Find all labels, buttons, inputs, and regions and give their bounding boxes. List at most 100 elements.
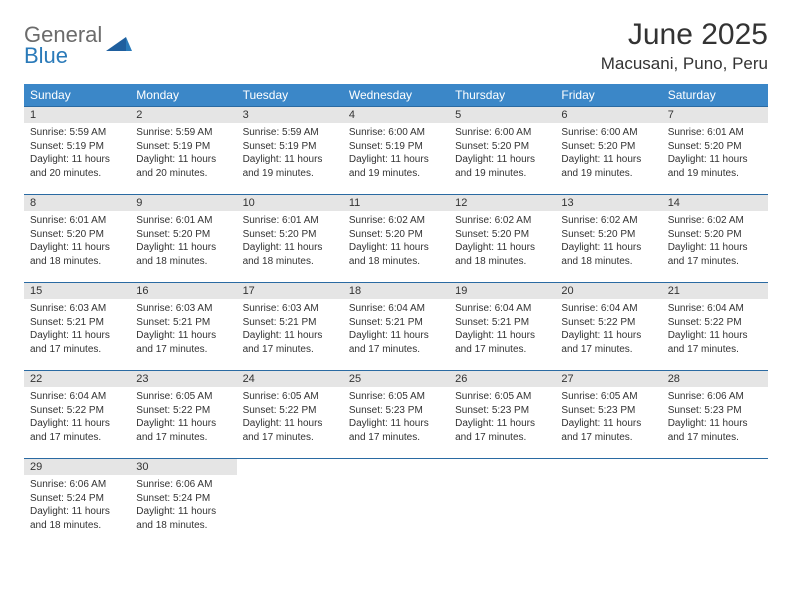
brand-text: General Blue	[24, 24, 102, 67]
calendar-cell-empty	[237, 459, 343, 547]
sunrise-text: Sunrise: 6:00 AM	[349, 126, 443, 140]
weekday-header: Tuesday	[237, 84, 343, 107]
daylight-text: Daylight: 11 hours and 18 minutes.	[243, 241, 337, 268]
brand-logo: General Blue	[24, 18, 132, 67]
day-body: Sunrise: 6:03 AMSunset: 5:21 PMDaylight:…	[130, 299, 236, 362]
day-number: 24	[237, 371, 343, 387]
calendar-cell: 25Sunrise: 6:05 AMSunset: 5:23 PMDayligh…	[343, 371, 449, 459]
day-number: 25	[343, 371, 449, 387]
sunrise-text: Sunrise: 6:06 AM	[30, 478, 124, 492]
sunset-text: Sunset: 5:24 PM	[136, 492, 230, 506]
day-number: 3	[237, 107, 343, 123]
sunset-text: Sunset: 5:21 PM	[455, 316, 549, 330]
sunrise-text: Sunrise: 6:03 AM	[136, 302, 230, 316]
calendar-cell: 8Sunrise: 6:01 AMSunset: 5:20 PMDaylight…	[24, 195, 130, 283]
sunrise-text: Sunrise: 6:01 AM	[243, 214, 337, 228]
daylight-text: Daylight: 11 hours and 17 minutes.	[136, 329, 230, 356]
sunset-text: Sunset: 5:19 PM	[243, 140, 337, 154]
day-body: Sunrise: 6:04 AMSunset: 5:22 PMDaylight:…	[662, 299, 768, 362]
day-number: 29	[24, 459, 130, 475]
sunrise-text: Sunrise: 6:01 AM	[136, 214, 230, 228]
daylight-text: Daylight: 11 hours and 17 minutes.	[455, 417, 549, 444]
calendar-cell: 24Sunrise: 6:05 AMSunset: 5:22 PMDayligh…	[237, 371, 343, 459]
sunrise-text: Sunrise: 6:01 AM	[30, 214, 124, 228]
day-number: 22	[24, 371, 130, 387]
sunrise-text: Sunrise: 6:06 AM	[136, 478, 230, 492]
calendar-body: 1Sunrise: 5:59 AMSunset: 5:19 PMDaylight…	[24, 107, 768, 547]
brand-mark-icon	[106, 33, 132, 58]
weekday-header: Thursday	[449, 84, 555, 107]
weekday-header: Sunday	[24, 84, 130, 107]
calendar-cell: 15Sunrise: 6:03 AMSunset: 5:21 PMDayligh…	[24, 283, 130, 371]
day-number: 17	[237, 283, 343, 299]
sunset-text: Sunset: 5:21 PM	[136, 316, 230, 330]
day-body: Sunrise: 6:05 AMSunset: 5:23 PMDaylight:…	[555, 387, 661, 450]
day-number: 2	[130, 107, 236, 123]
sunset-text: Sunset: 5:20 PM	[136, 228, 230, 242]
location-label: Macusani, Puno, Peru	[601, 54, 768, 74]
sunrise-text: Sunrise: 6:04 AM	[561, 302, 655, 316]
day-number: 9	[130, 195, 236, 211]
sunset-text: Sunset: 5:21 PM	[243, 316, 337, 330]
calendar-row: 22Sunrise: 6:04 AMSunset: 5:22 PMDayligh…	[24, 371, 768, 459]
day-number: 6	[555, 107, 661, 123]
day-body: Sunrise: 6:01 AMSunset: 5:20 PMDaylight:…	[662, 123, 768, 186]
calendar-cell: 7Sunrise: 6:01 AMSunset: 5:20 PMDaylight…	[662, 107, 768, 195]
day-number: 21	[662, 283, 768, 299]
day-body: Sunrise: 6:01 AMSunset: 5:20 PMDaylight:…	[24, 211, 130, 274]
daylight-text: Daylight: 11 hours and 17 minutes.	[349, 417, 443, 444]
day-body: Sunrise: 6:06 AMSunset: 5:23 PMDaylight:…	[662, 387, 768, 450]
sunrise-text: Sunrise: 6:04 AM	[30, 390, 124, 404]
sunset-text: Sunset: 5:20 PM	[561, 228, 655, 242]
calendar-cell: 29Sunrise: 6:06 AMSunset: 5:24 PMDayligh…	[24, 459, 130, 547]
sunrise-text: Sunrise: 6:04 AM	[668, 302, 762, 316]
calendar-cell: 21Sunrise: 6:04 AMSunset: 5:22 PMDayligh…	[662, 283, 768, 371]
calendar-cell: 20Sunrise: 6:04 AMSunset: 5:22 PMDayligh…	[555, 283, 661, 371]
day-body: Sunrise: 6:05 AMSunset: 5:23 PMDaylight:…	[343, 387, 449, 450]
day-number: 27	[555, 371, 661, 387]
day-number: 15	[24, 283, 130, 299]
day-body: Sunrise: 6:01 AMSunset: 5:20 PMDaylight:…	[237, 211, 343, 274]
day-body: Sunrise: 6:03 AMSunset: 5:21 PMDaylight:…	[237, 299, 343, 362]
day-number: 12	[449, 195, 555, 211]
sunrise-text: Sunrise: 6:06 AM	[668, 390, 762, 404]
calendar-cell-empty	[555, 459, 661, 547]
daylight-text: Daylight: 11 hours and 17 minutes.	[561, 417, 655, 444]
day-body: Sunrise: 6:03 AMSunset: 5:21 PMDaylight:…	[24, 299, 130, 362]
day-number: 30	[130, 459, 236, 475]
day-body: Sunrise: 6:02 AMSunset: 5:20 PMDaylight:…	[662, 211, 768, 274]
calendar-row: 1Sunrise: 5:59 AMSunset: 5:19 PMDaylight…	[24, 107, 768, 195]
sunset-text: Sunset: 5:21 PM	[30, 316, 124, 330]
day-number: 11	[343, 195, 449, 211]
sunset-text: Sunset: 5:22 PM	[243, 404, 337, 418]
sunset-text: Sunset: 5:21 PM	[349, 316, 443, 330]
daylight-text: Daylight: 11 hours and 18 minutes.	[136, 241, 230, 268]
sunrise-text: Sunrise: 6:03 AM	[30, 302, 124, 316]
sunrise-text: Sunrise: 6:03 AM	[243, 302, 337, 316]
sunrise-text: Sunrise: 5:59 AM	[243, 126, 337, 140]
page: General Blue June 2025 Macusani, Puno, P…	[0, 0, 792, 565]
header: General Blue June 2025 Macusani, Puno, P…	[24, 18, 768, 74]
day-body: Sunrise: 6:04 AMSunset: 5:22 PMDaylight:…	[24, 387, 130, 450]
weekday-header: Saturday	[662, 84, 768, 107]
calendar-table: Sunday Monday Tuesday Wednesday Thursday…	[24, 84, 768, 547]
sunset-text: Sunset: 5:23 PM	[561, 404, 655, 418]
sunset-text: Sunset: 5:22 PM	[561, 316, 655, 330]
sunrise-text: Sunrise: 6:05 AM	[349, 390, 443, 404]
sunrise-text: Sunrise: 6:04 AM	[349, 302, 443, 316]
day-number: 26	[449, 371, 555, 387]
daylight-text: Daylight: 11 hours and 20 minutes.	[30, 153, 124, 180]
sunrise-text: Sunrise: 6:02 AM	[668, 214, 762, 228]
calendar-cell: 12Sunrise: 6:02 AMSunset: 5:20 PMDayligh…	[449, 195, 555, 283]
sunset-text: Sunset: 5:22 PM	[668, 316, 762, 330]
sunset-text: Sunset: 5:20 PM	[668, 140, 762, 154]
calendar-cell: 13Sunrise: 6:02 AMSunset: 5:20 PMDayligh…	[555, 195, 661, 283]
daylight-text: Daylight: 11 hours and 17 minutes.	[30, 417, 124, 444]
daylight-text: Daylight: 11 hours and 18 minutes.	[30, 241, 124, 268]
sunset-text: Sunset: 5:20 PM	[455, 228, 549, 242]
daylight-text: Daylight: 11 hours and 18 minutes.	[561, 241, 655, 268]
sunrise-text: Sunrise: 6:00 AM	[455, 126, 549, 140]
day-number: 20	[555, 283, 661, 299]
sunrise-text: Sunrise: 6:02 AM	[349, 214, 443, 228]
calendar-cell: 16Sunrise: 6:03 AMSunset: 5:21 PMDayligh…	[130, 283, 236, 371]
